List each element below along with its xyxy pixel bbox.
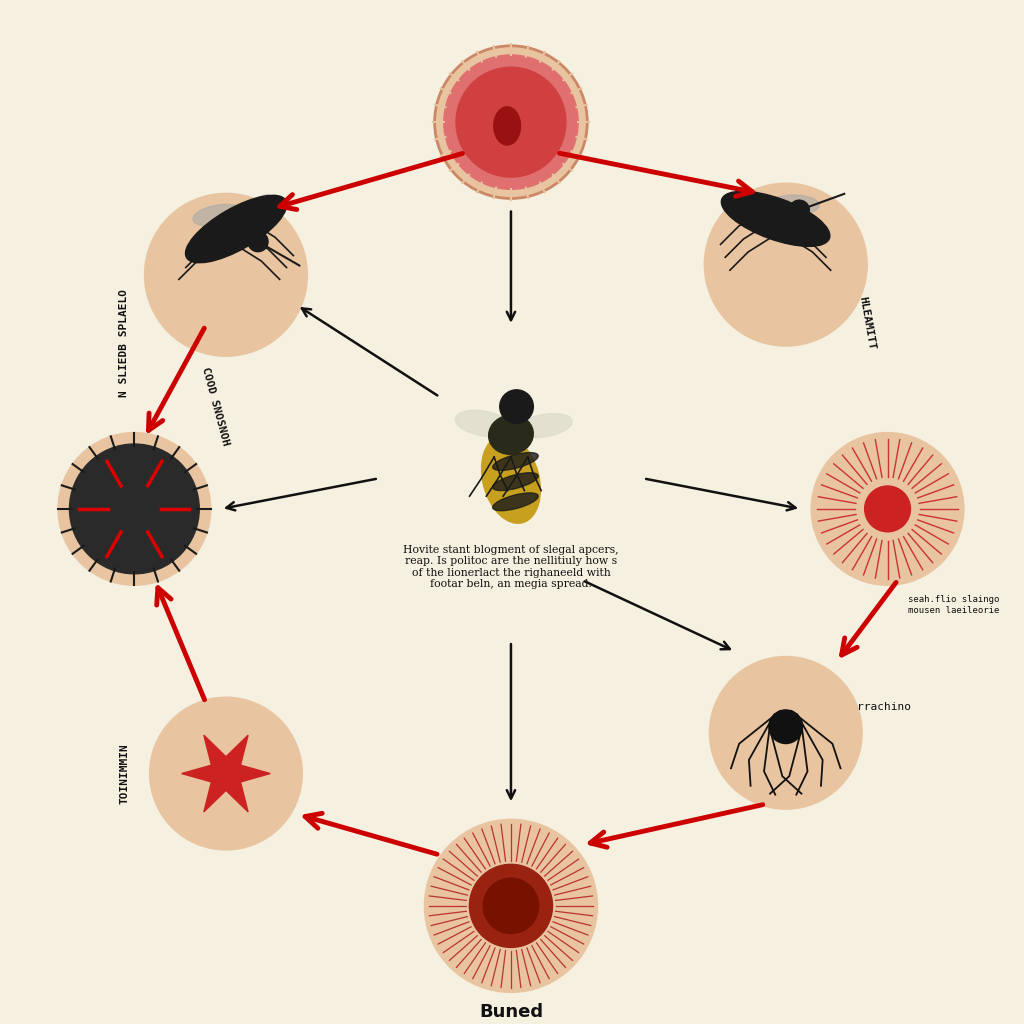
Ellipse shape [494, 106, 520, 145]
Circle shape [811, 432, 964, 586]
Circle shape [456, 68, 566, 177]
Circle shape [424, 819, 597, 992]
Ellipse shape [517, 414, 572, 437]
Circle shape [144, 194, 307, 356]
Circle shape [70, 444, 200, 573]
Circle shape [710, 656, 862, 809]
Circle shape [248, 231, 268, 252]
Ellipse shape [456, 411, 511, 436]
Circle shape [500, 390, 534, 423]
Ellipse shape [721, 191, 829, 247]
Text: TOINIMMIN: TOINIMMIN [119, 743, 129, 804]
Polygon shape [181, 735, 270, 812]
Ellipse shape [769, 195, 819, 215]
Ellipse shape [737, 187, 777, 223]
Text: seah.flio slaingo
mousen laeileorie: seah.flio slaingo mousen laeileorie [908, 595, 999, 614]
Text: Buned: Buned [479, 1002, 543, 1021]
Circle shape [434, 46, 588, 199]
Ellipse shape [481, 435, 541, 523]
Circle shape [58, 432, 211, 586]
Circle shape [150, 697, 302, 850]
Circle shape [790, 200, 809, 220]
Ellipse shape [193, 205, 243, 226]
Ellipse shape [185, 196, 287, 263]
Ellipse shape [493, 493, 539, 511]
Ellipse shape [237, 195, 272, 236]
Circle shape [705, 183, 867, 346]
Ellipse shape [493, 473, 539, 490]
Circle shape [864, 486, 910, 531]
Text: Hovite stant blogment of slegal apcers,
reap. Is politoc are the nellitiuly how : Hovite stant blogment of slegal apcers, … [403, 545, 618, 590]
Circle shape [469, 864, 553, 947]
Text: N SLIEDB SPLAELO: N SLIEDB SPLAELO [119, 289, 129, 397]
Circle shape [769, 710, 803, 743]
Text: rrachino: rrachino [857, 702, 911, 713]
Text: HLEAMITT: HLEAMITT [857, 295, 877, 350]
Ellipse shape [488, 415, 534, 455]
Ellipse shape [493, 453, 539, 470]
Circle shape [443, 55, 579, 189]
Circle shape [483, 879, 539, 934]
Text: COOD SNOSNOH: COOD SNOSNOH [201, 367, 231, 447]
